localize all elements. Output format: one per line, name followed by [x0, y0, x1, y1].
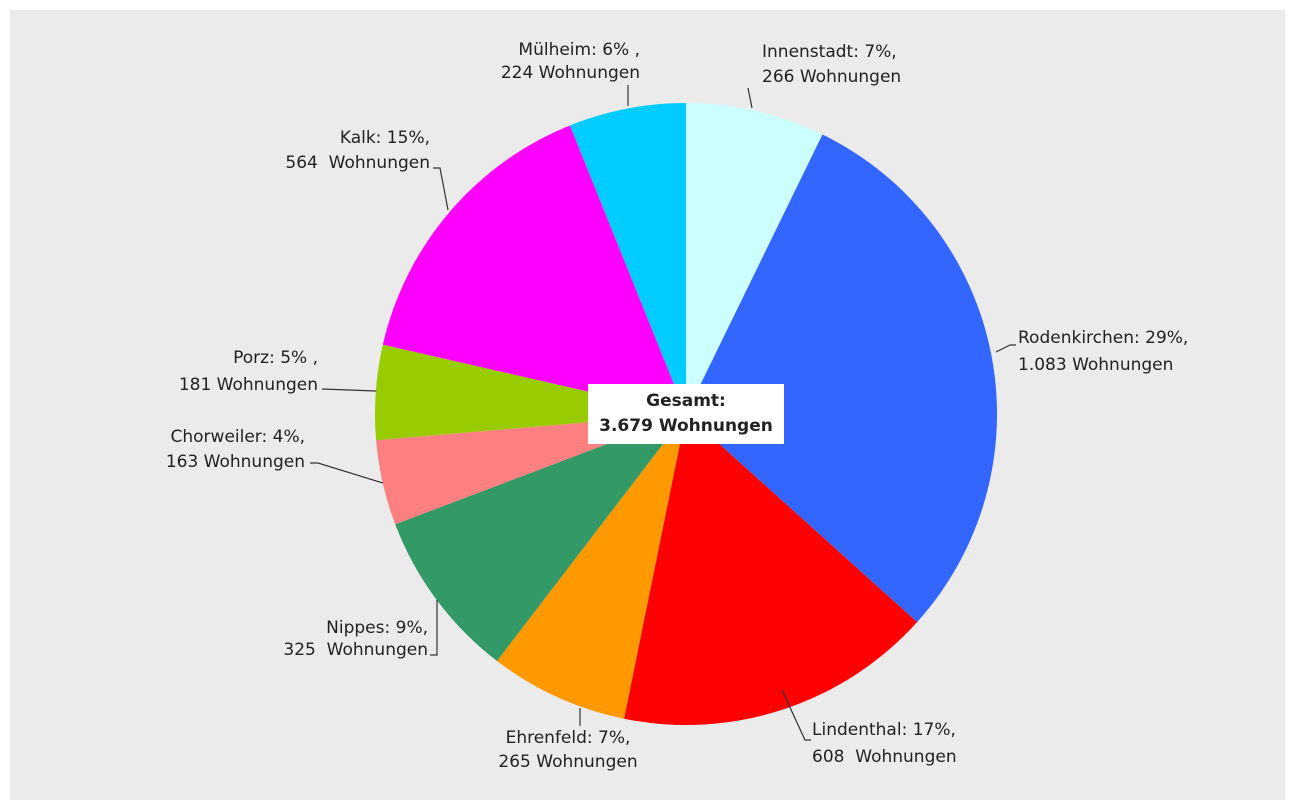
slice: [686, 134, 997, 623]
slice-label: Lindenthal: 17%,: [812, 720, 956, 740]
leader-line: [430, 600, 438, 656]
slice-label: Kalk: 15%,: [340, 128, 430, 148]
slice: [382, 125, 686, 414]
value-label: 163 Wohnungen: [166, 452, 305, 472]
labels: Innenstadt: 7%, 266 Wohnungen Rodenkirchen…: [166, 40, 1189, 772]
slice: [624, 414, 918, 725]
value-label: 265 Wohnungen: [498, 752, 637, 772]
total-label: 3.679 Wohnungen: [599, 416, 773, 436]
leader-line: [747, 87, 753, 109]
value-label: 266 Wohnungen: [762, 67, 901, 87]
slice: [686, 103, 823, 414]
slice-label: Innenstadt: 7%,: [762, 42, 897, 62]
value-label: 564 Wohnungen: [285, 153, 430, 173]
slice: [496, 414, 686, 719]
slice: [569, 103, 686, 414]
total-title: Gesamt:: [646, 391, 726, 411]
value-label: 1.083 Wohnungen: [1018, 355, 1173, 375]
value-label: 224 Wohnungen: [501, 63, 640, 83]
slice-label: Ehrenfeld: 7%,: [506, 728, 631, 748]
value-label: 181 Wohnungen: [179, 375, 318, 395]
leader-line: [310, 462, 384, 484]
slice-label: Rodenkirchen: 29%,: [1018, 328, 1188, 348]
total-box: [588, 384, 784, 444]
value-label: 608 Wohnungen: [812, 747, 957, 767]
slice-label: Chorweiler: 4%,: [171, 427, 306, 447]
slice: [395, 414, 686, 661]
slice-label: Mülheim: 6% ,: [518, 40, 640, 60]
leader-line: [433, 167, 449, 211]
slice-label: Nippes: 9%,: [326, 618, 428, 638]
leader-line: [995, 344, 1016, 353]
leader-line: [321, 388, 377, 392]
leader-line: [781, 689, 811, 741]
slice-label: Porz: 5% ,: [233, 348, 318, 368]
value-label: 325 Wohnungen: [283, 640, 428, 660]
